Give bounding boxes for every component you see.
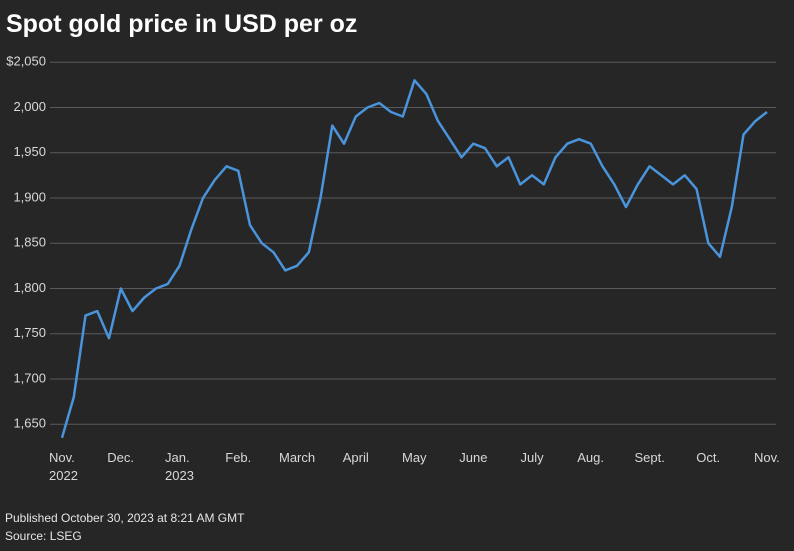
y-tick-label: 1,650: [13, 416, 46, 431]
y-tick-label: 1,800: [13, 280, 46, 295]
x-tick-label: Nov. 2022: [49, 450, 78, 483]
x-tick-label: May: [402, 450, 427, 465]
chart-title: Spot gold price in USD per oz: [6, 10, 358, 38]
y-tick-label: 1,700: [13, 370, 46, 385]
x-tick-label: July: [520, 450, 544, 465]
y-tick-label: 1,750: [13, 325, 46, 340]
price-line: [60, 79, 768, 439]
x-tick-label: March: [279, 450, 316, 465]
source: Source: LSEG: [5, 529, 82, 543]
footnote: Published October 30, 2023 at 8:21 AM GM…: [5, 511, 245, 525]
x-tick-label: June: [459, 450, 488, 465]
x-tick-label: April: [342, 450, 369, 465]
x-tick-label: Sept.: [634, 450, 665, 465]
y-tick-label: 1,850: [13, 235, 46, 250]
x-tick-label: Jan. 2023: [165, 450, 194, 483]
y-tick-label: $2,050: [6, 54, 46, 69]
x-tick-label: Aug.: [577, 450, 604, 465]
x-tick-label: Feb.: [225, 450, 252, 465]
x-tick-label: Oct.: [696, 450, 721, 465]
x-tick-label: Dec.: [107, 450, 134, 465]
y-tick-label: 2,000: [13, 99, 46, 114]
x-tick-label: Nov.: [754, 450, 780, 465]
y-tick-label: 1,900: [13, 189, 46, 204]
y-tick-label: 1,950: [13, 144, 46, 159]
